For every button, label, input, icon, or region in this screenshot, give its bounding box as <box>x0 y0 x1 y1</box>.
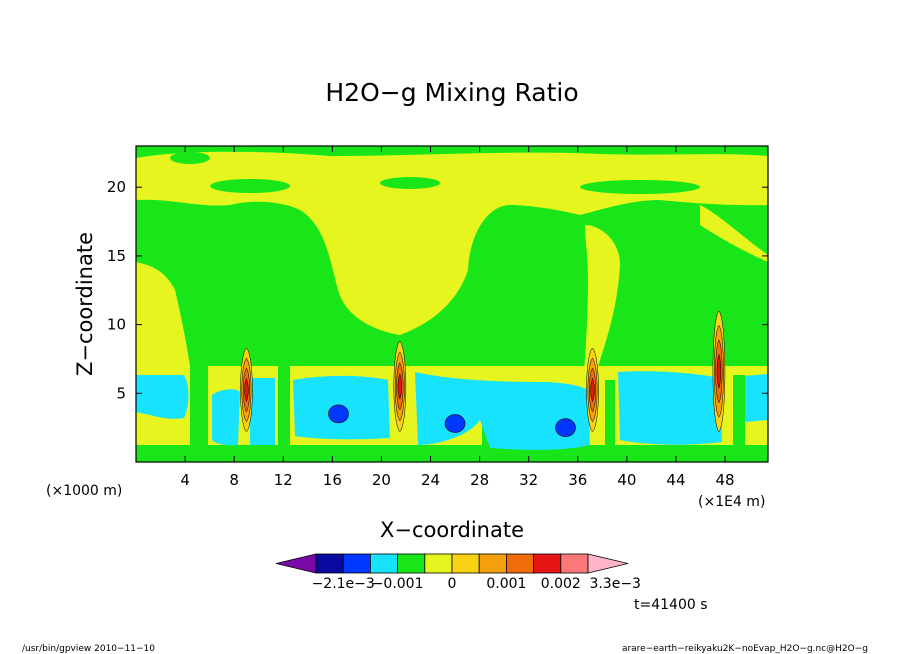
legend-label: −2.1e−3 <box>312 576 375 592</box>
y-tick-label: 20 <box>107 178 126 196</box>
moist-plume <box>586 347 599 433</box>
plume-contour-level <box>244 377 249 403</box>
dry-pocket <box>555 418 576 437</box>
moist-plume <box>240 347 253 433</box>
legend-label: 3.3e−3 <box>589 576 641 592</box>
legend-swatch <box>315 553 344 574</box>
lower-green-column <box>605 380 615 462</box>
x-tick-label: 12 <box>274 471 293 489</box>
lower-green-column <box>190 366 208 462</box>
upper-negative-island <box>580 180 700 194</box>
moist-plume <box>393 340 407 433</box>
upper-positive-band <box>136 151 768 335</box>
y-tick-label: 15 <box>107 247 126 265</box>
dry-pocket <box>328 404 349 424</box>
legend-swatch <box>451 553 480 574</box>
time-label: t=41400 s <box>634 597 708 613</box>
color-legend: −2.1e−3−0.001 0 0.001 0.002 3.3e−3 <box>275 553 641 592</box>
moist-plume <box>712 310 726 433</box>
x-tick-label: 20 <box>372 471 391 489</box>
y-tick-label: 5 <box>116 384 126 402</box>
legend-swatch <box>424 553 453 574</box>
x-tick-label: 40 <box>617 471 636 489</box>
x-tick-label: 28 <box>470 471 489 489</box>
x-tick-label: 4 <box>180 471 190 489</box>
legend-label: 0.002 <box>541 576 581 592</box>
upper-negative-island <box>170 152 210 164</box>
lower-negative-cell <box>136 375 189 419</box>
x-tick-label: 32 <box>519 471 538 489</box>
lower-negative-cell <box>745 374 768 422</box>
footer-right: arare−earth−reikyaku2K−noEvap_H2O−g.nc@H… <box>622 644 868 654</box>
lower-green-column <box>278 355 290 462</box>
legend-swatch <box>369 553 398 574</box>
right-positive-wedge <box>700 205 768 262</box>
chart-title: H2O−g Mixing Ratio <box>325 78 578 107</box>
x-tick-label: 16 <box>323 471 342 489</box>
x-scale-label: (×1E4 m) <box>698 494 765 510</box>
x-tick-label: 8 <box>229 471 239 489</box>
surface-green-layer <box>136 445 768 462</box>
plume-contour-level <box>590 377 595 403</box>
x-axis-label: X−coordinate <box>380 518 524 542</box>
upper-negative-island <box>533 233 557 253</box>
upper-negative-island <box>201 233 229 253</box>
lower-green-column <box>733 375 745 462</box>
footer-left: /usr/bin/gpview 2010−11−10 <box>22 644 155 654</box>
x-unit-label: (×1000 m) <box>46 483 122 499</box>
legend-swatch <box>560 553 589 574</box>
x-tick-label: 36 <box>568 471 587 489</box>
plot-frame <box>135 145 769 463</box>
legend-swatch <box>478 553 507 574</box>
y-tick-label: 10 <box>107 316 126 334</box>
legend-label: 0.001 <box>486 576 526 592</box>
lower-negative-cell <box>250 378 275 445</box>
x-tick-label: 24 <box>421 471 440 489</box>
x-tick-label: 48 <box>716 471 735 489</box>
dry-pockets <box>328 404 576 437</box>
upper-negative-island <box>380 177 440 189</box>
dry-pocket <box>444 414 466 433</box>
moist-plumes <box>240 310 726 433</box>
y-axis-label: Z−coordinate <box>73 232 97 376</box>
legend-label: −0.001 <box>372 576 424 592</box>
lower-negative-cell <box>618 371 722 445</box>
x-tick-label: 44 <box>666 471 685 489</box>
lower-negative-cell <box>415 372 590 450</box>
legend-swatch <box>533 553 562 574</box>
plume-contour-level <box>397 372 403 400</box>
plume-contour-level <box>716 353 722 390</box>
contour-field <box>136 146 768 462</box>
legend-swatch <box>342 553 371 574</box>
upper-negative-island <box>210 179 290 193</box>
legend-swatch <box>397 553 426 574</box>
legend-under-triangle <box>275 553 317 574</box>
lower-negative-cell <box>212 389 240 446</box>
legend-label: 0 <box>448 576 457 592</box>
legend-over-triangle <box>587 553 629 574</box>
legend-swatch <box>505 553 534 574</box>
